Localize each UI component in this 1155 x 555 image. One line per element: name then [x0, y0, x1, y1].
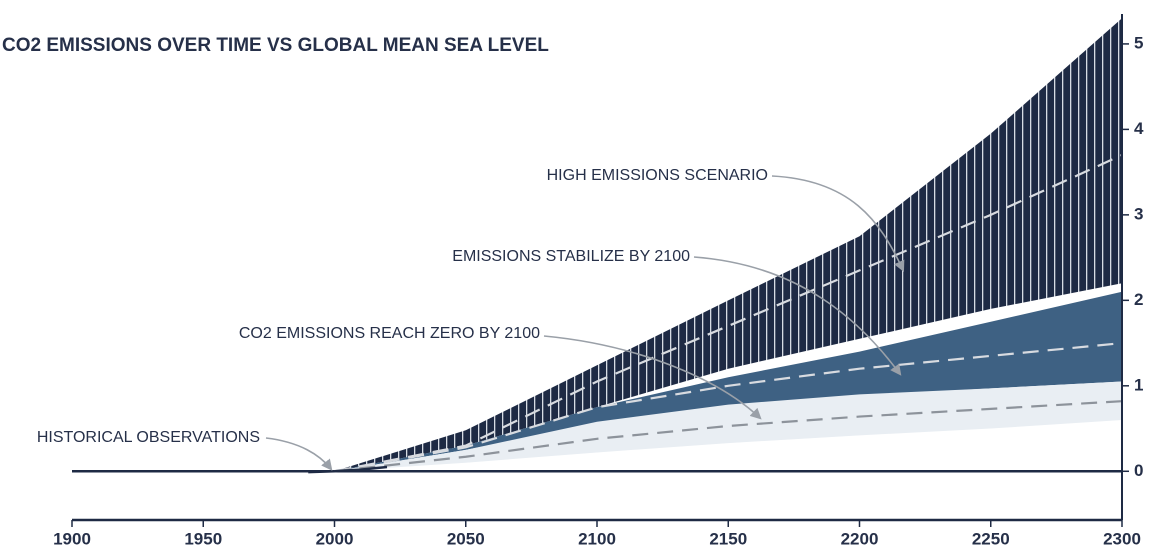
y-tick-label: 5 [1134, 33, 1143, 52]
band [334, 18, 1122, 472]
historical-line [308, 465, 388, 474]
annotation-arrow [265, 437, 333, 471]
x-tick-label: 2050 [447, 529, 485, 548]
median-line [334, 341, 1123, 473]
median-line [334, 154, 1123, 473]
annotation-arrow [693, 256, 902, 376]
y-tick-label: 1 [1134, 375, 1143, 394]
annotation: EMISSIONS STABILIZE BY 2100 [452, 248, 690, 265]
x-tick-label: 2200 [841, 529, 879, 548]
annotation: HIGH EMISSIONS SCENARIO [547, 167, 768, 184]
x-tick-label: 2000 [316, 529, 354, 548]
x-tick-label: 2150 [709, 529, 747, 548]
y-tick-label: 3 [1134, 204, 1143, 223]
x-tick-label: 2300 [1103, 529, 1141, 548]
y-tick-label: 0 [1134, 461, 1143, 480]
x-tick-label: 2100 [578, 529, 616, 548]
y-tick-label: 2 [1134, 290, 1143, 309]
x-tick-label: 1900 [53, 529, 91, 548]
x-tick-label: 1950 [184, 529, 222, 548]
y-tick-label: 4 [1134, 119, 1144, 138]
x-tick-label: 2250 [972, 529, 1010, 548]
annotation-arrow [543, 335, 762, 420]
band [334, 381, 1122, 472]
median-line [334, 400, 1123, 473]
annotation-arrow [771, 175, 905, 273]
chart-title: CO2 EMISSIONS OVER TIME VS GLOBAL MEAN S… [2, 35, 549, 56]
annotation: CO2 EMISSIONS REACH ZERO BY 2100 [239, 325, 540, 342]
annotation: HISTORICAL OBSERVATIONS [37, 429, 260, 446]
